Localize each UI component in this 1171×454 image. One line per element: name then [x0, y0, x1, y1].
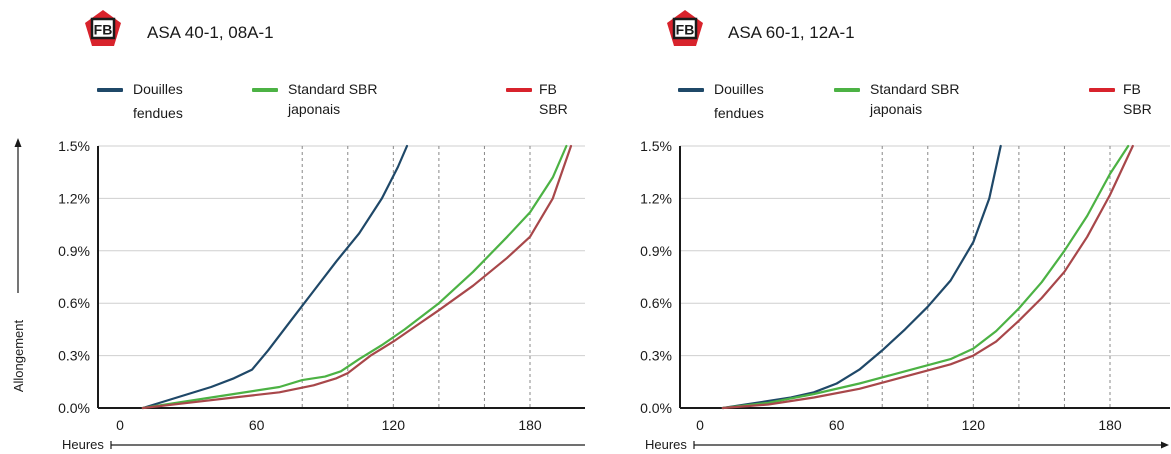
y-tick-label: 1.2%: [58, 190, 90, 206]
y-tick-label: 0.0%: [640, 400, 672, 416]
chart-title: ASA 40-1, 08A-1: [147, 23, 274, 42]
series-line-douilles-fendues: [721, 144, 1002, 410]
legend-swatch-fb: [506, 88, 532, 92]
x-tick-label: 0: [116, 417, 124, 433]
fb-logo-icon: FB: [667, 10, 703, 46]
chart-title: ASA 60-1, 12A-1: [728, 23, 855, 42]
plot-area-right: 0.0% 0.3% 0.6% 0.9% 1.2% 1.5% 0 60 120 180 Heures: [640, 138, 1170, 452]
legend-swatch-standard: [252, 88, 278, 92]
y-axis-label-group: Allongement: [11, 138, 26, 392]
y-tick-label: 0.3%: [640, 348, 672, 364]
y-tick-label: 0.9%: [58, 243, 90, 259]
x-tick-label: 60: [249, 417, 265, 433]
fb-logo-icon: FB: [85, 10, 121, 46]
y-tick-label: 1.2%: [640, 190, 672, 206]
x-tick-label: 120: [382, 417, 406, 433]
y-tick-label: 0.3%: [58, 348, 90, 364]
legend-label-fb: FB SBR: [539, 81, 568, 117]
legend-label-douilles: Douilles fendues: [714, 81, 764, 121]
series-line-standard-sbr-japonais: [721, 144, 1130, 410]
plot-area-left: 0.0% 0.3% 0.6% 0.9% 1.2% 1.5% 0 60 120 180 Heures: [58, 138, 585, 452]
x-tick-label: 180: [518, 417, 542, 433]
y-tick-label: 1.5%: [58, 138, 90, 154]
x-axis-arrow-icon: [1161, 441, 1169, 449]
x-axis-label: Heures: [62, 437, 104, 452]
y-tick-label: 1.5%: [640, 138, 672, 154]
x-tick-label: 120: [962, 417, 986, 433]
series-line-douilles-fendues: [141, 144, 409, 410]
legend-swatch-douilles: [678, 88, 704, 92]
series-line-fb-sbr: [141, 144, 573, 410]
y-tick-label: 0.6%: [58, 295, 90, 311]
y-axis-arrow-icon: [14, 138, 22, 147]
fb-logo-text: FB: [676, 22, 695, 38]
y-tick-label: 0.0%: [58, 400, 90, 416]
y-tick-label: 0.9%: [640, 243, 672, 259]
legend-swatch-douilles: [97, 88, 123, 92]
legend-label-standard: Standard SBR japonais: [288, 81, 378, 117]
series-line-standard-sbr-japonais: [141, 144, 568, 410]
y-axis-label: Allongement: [11, 319, 26, 392]
series-line-fb-sbr: [721, 144, 1134, 410]
x-tick-label: 60: [829, 417, 845, 433]
y-tick-label: 0.6%: [640, 295, 672, 311]
x-tick-label: 180: [1098, 417, 1122, 433]
legend-label-fb: FB SBR: [1123, 81, 1152, 117]
x-tick-label: 0: [696, 417, 704, 433]
legend-swatch-fb: [1089, 88, 1115, 92]
legend-swatch-standard: [834, 88, 860, 92]
chart-panel-left: FB ASA 40-1, 08A-1 Douilles fendues Stan…: [0, 0, 585, 454]
legend-label-standard: Standard SBR japonais: [870, 81, 960, 117]
chart-panel-right: FB ASA 60-1, 12A-1 Douilles fendues Stan…: [585, 0, 1170, 454]
x-axis-label: Heures: [645, 437, 687, 452]
legend-label-douilles: Douilles fendues: [133, 81, 183, 121]
fb-logo-text: FB: [94, 22, 113, 38]
